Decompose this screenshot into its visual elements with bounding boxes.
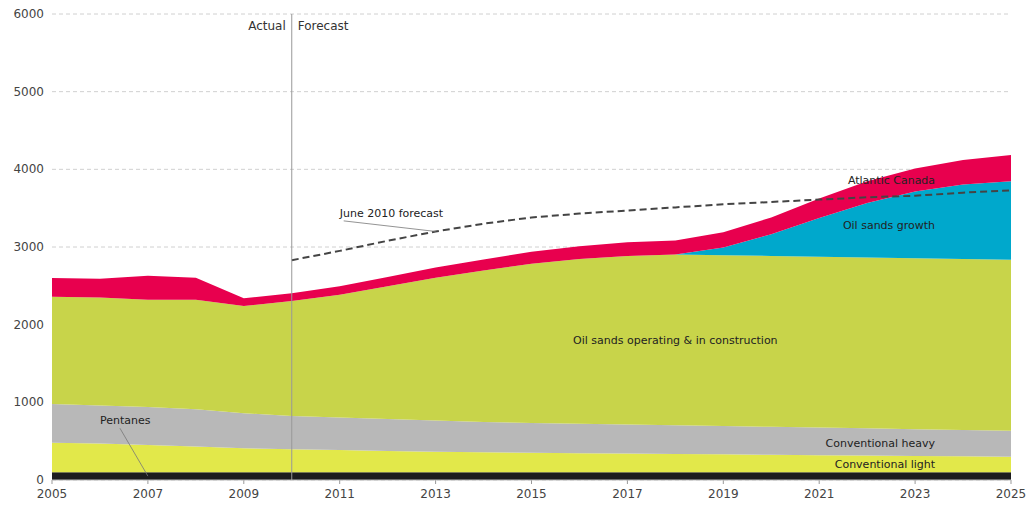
x-tick-label: 2009 [229,487,260,501]
y-tick-label: 0 [36,473,44,487]
x-tick-label: 2011 [324,487,355,501]
series-label: June 2010 forecast [339,207,444,220]
x-tick [339,480,340,484]
x-tick [52,480,53,484]
x-tick-label: 2023 [900,487,931,501]
x-tick [243,480,244,484]
x-tick-label: 2019 [708,487,739,501]
x-tick-label: 2021 [804,487,835,501]
x-tick-label: 2015 [516,487,547,501]
forecast-line [292,190,1011,260]
x-tick [1011,480,1012,484]
leader-line [120,428,148,476]
y-tick-label: 1000 [13,395,44,409]
series-label: Conventional heavy [826,437,936,450]
annotation: Actual [248,19,286,33]
x-tick [819,480,820,484]
x-tick [627,480,628,484]
x-tick-label: 2005 [37,487,68,501]
grid-line [52,480,1011,481]
annotation: Forecast [298,19,349,33]
x-tick-label: 2017 [612,487,643,501]
divider-line [291,14,292,480]
series-label: Pentanes [100,414,151,427]
grid-line [52,14,1011,15]
y-tick-label: 5000 [13,85,44,99]
x-tick-label: 2013 [420,487,451,501]
series-label: Conventional light [835,458,936,471]
area [52,155,1011,306]
plot-area [52,155,1011,480]
y-tick-label: 6000 [13,7,44,21]
y-tick-label: 3000 [13,240,44,254]
area [52,472,1011,480]
x-tick [723,480,724,484]
x-tick [147,480,148,484]
y-tick-label: 4000 [13,162,44,176]
x-tick [531,480,532,484]
x-tick [435,480,436,484]
chart: 0 1000 2000 3000 4000 5000 6000 2005 2007 2009 201… [0,0,1035,512]
x-axis-line [52,480,1011,481]
leader-line [344,221,436,232]
x-tick-label: 2007 [133,487,164,501]
x-tick [915,480,916,484]
grid-line [52,91,1011,92]
x-tick-label: 2025 [996,487,1027,501]
series-label: Oil sands operating & in construction [573,334,778,347]
grid-line [52,169,1011,170]
y-tick-label: 2000 [13,318,44,332]
series-label: Oil sands growth [843,219,935,232]
grid [52,14,1011,480]
series-label: Atlantic Canada [848,174,935,187]
